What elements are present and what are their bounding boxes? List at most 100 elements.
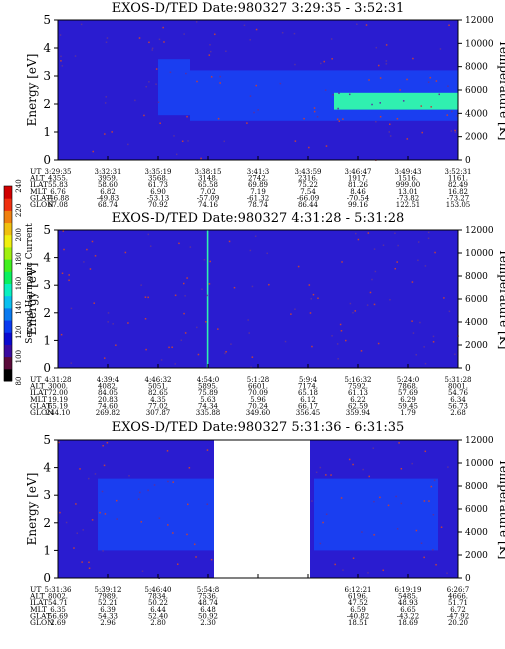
table-cell: 6.35 bbox=[50, 606, 66, 614]
colorbar-tick-label: 180 bbox=[15, 252, 23, 265]
heatmap-noise-point bbox=[355, 232, 357, 235]
table-cell: 3:35:19 bbox=[145, 168, 172, 176]
heatmap-noise-point bbox=[93, 302, 95, 304]
heatmap-noise-point bbox=[254, 235, 257, 237]
heatmap-noise-point bbox=[233, 286, 236, 289]
y2-tick-label: 12000 bbox=[465, 16, 494, 26]
heatmap-noise-point bbox=[243, 24, 246, 27]
table-cell: 3000. bbox=[48, 383, 68, 391]
table-cell: -66.09 bbox=[297, 194, 319, 202]
table-cell: 2.69 bbox=[50, 619, 66, 627]
heatmap-feature-0 bbox=[206, 230, 209, 368]
heatmap-noise-point bbox=[367, 572, 369, 574]
table-cell: 84.05 bbox=[98, 389, 118, 397]
y2-axis-label: Temperature [K] bbox=[497, 459, 505, 560]
heatmap-noise-point bbox=[151, 47, 154, 50]
heatmap-noise-point bbox=[63, 248, 65, 251]
table-cell: 5.96 bbox=[250, 396, 266, 404]
heatmap-noise-point bbox=[102, 550, 104, 552]
colorbar-tick-label: 240 bbox=[15, 179, 23, 192]
heatmap-noise-point bbox=[144, 296, 147, 298]
table-cell: 2.30 bbox=[200, 619, 216, 627]
heatmap-noise-point bbox=[148, 81, 150, 83]
table-cell: 4:46:32 bbox=[145, 376, 172, 384]
table-cell: 54.33 bbox=[98, 612, 118, 620]
heatmap-noise-point bbox=[411, 462, 413, 465]
heatmap-noise-point bbox=[103, 464, 106, 467]
heatmap-noise-point bbox=[429, 76, 432, 79]
heatmap-noise-point bbox=[147, 233, 150, 236]
heatmap-noise-point bbox=[334, 563, 336, 566]
heatmap-noise-point bbox=[450, 130, 453, 132]
heatmap-noise-point bbox=[94, 255, 97, 257]
heatmap-noise-point bbox=[74, 55, 77, 57]
table-cell: 50.22 bbox=[148, 599, 168, 607]
heatmap-noise-point bbox=[185, 72, 187, 75]
table-cell: 5:31:36 bbox=[45, 586, 73, 594]
table-cell: 6:26:7 bbox=[447, 586, 470, 594]
table-cell: 3:49:43 bbox=[395, 168, 422, 176]
heatmap-noise-point bbox=[88, 567, 91, 569]
heatmap-noise-point bbox=[246, 122, 248, 124]
heatmap-noise-point bbox=[145, 85, 147, 88]
heatmap-noise-point bbox=[411, 281, 414, 283]
table-cell: 74.16 bbox=[198, 201, 219, 209]
heatmap-noise-point bbox=[249, 95, 252, 97]
table-cell: 54.71 bbox=[48, 599, 68, 607]
heatmap-noise-point bbox=[325, 513, 328, 516]
heatmap-noise-point bbox=[88, 561, 90, 564]
heatmap-noise-point bbox=[167, 524, 169, 526]
heatmap-noise-point bbox=[319, 466, 322, 469]
heatmap-noise-point bbox=[325, 474, 327, 476]
y-tick-label: 4 bbox=[43, 41, 51, 55]
heatmap-noise-point bbox=[107, 312, 110, 314]
heatmap-noise-point bbox=[141, 570, 144, 572]
table-cell: 82.65 bbox=[148, 389, 168, 397]
table-cell: 6.44 bbox=[150, 606, 166, 614]
heatmap-noise-point bbox=[395, 495, 397, 498]
heatmap-noise-point bbox=[339, 323, 342, 326]
table-cell: 6.59 bbox=[350, 606, 366, 614]
heatmap-noise-point bbox=[388, 131, 391, 133]
table-cell: 55.83 bbox=[48, 181, 68, 189]
heatmap-noise-point bbox=[160, 359, 163, 361]
table-cell: 61.73 bbox=[148, 181, 168, 189]
heatmap-noise-point bbox=[149, 245, 152, 247]
heatmap-noise-point bbox=[313, 110, 316, 113]
heatmap-feature-0 bbox=[98, 478, 214, 551]
heatmap-noise-point bbox=[345, 339, 347, 342]
heatmap-noise-point bbox=[158, 517, 161, 519]
heatmap-noise-point bbox=[137, 498, 140, 500]
heatmap-noise-point bbox=[294, 308, 296, 310]
table-cell: 5:54:8 bbox=[197, 586, 220, 594]
heatmap-noise-point bbox=[75, 503, 77, 505]
heatmap-noise-point bbox=[101, 490, 104, 493]
table-cell: 1917. bbox=[348, 175, 368, 183]
heatmap-noise-point bbox=[448, 310, 451, 313]
table-cell: 6.82 bbox=[100, 188, 116, 196]
heatmap-noise-point bbox=[82, 529, 84, 531]
y2-tick-label: 6000 bbox=[465, 86, 488, 96]
data-gap-0 bbox=[214, 439, 310, 579]
heatmap-noise-point bbox=[330, 474, 332, 476]
heatmap-noise-point bbox=[219, 82, 221, 84]
y-tick-label: 2 bbox=[43, 306, 51, 320]
heatmap-noise-point bbox=[127, 143, 129, 146]
heatmap-noise-point bbox=[83, 261, 85, 263]
table-cell: -57.09 bbox=[197, 194, 219, 202]
colorbar-segment bbox=[4, 368, 12, 382]
table-row-label: GLAT bbox=[30, 401, 51, 410]
table-cell: 65.19 bbox=[48, 402, 68, 410]
table-cell: 6.29 bbox=[400, 396, 416, 404]
heatmap-noise-point bbox=[438, 93, 440, 96]
table-cell: -73.82 bbox=[397, 194, 419, 202]
y-tick-label: 5 bbox=[43, 433, 51, 447]
table-cell: 20.83 bbox=[98, 396, 118, 404]
y-tick-label: 1 bbox=[43, 125, 51, 139]
table-cell: 70.24 bbox=[248, 402, 269, 410]
heatmap-noise-point bbox=[186, 533, 188, 536]
heatmap-noise-point bbox=[430, 485, 433, 488]
heatmap-noise-point bbox=[60, 60, 62, 62]
heatmap-noise-point bbox=[148, 41, 150, 44]
